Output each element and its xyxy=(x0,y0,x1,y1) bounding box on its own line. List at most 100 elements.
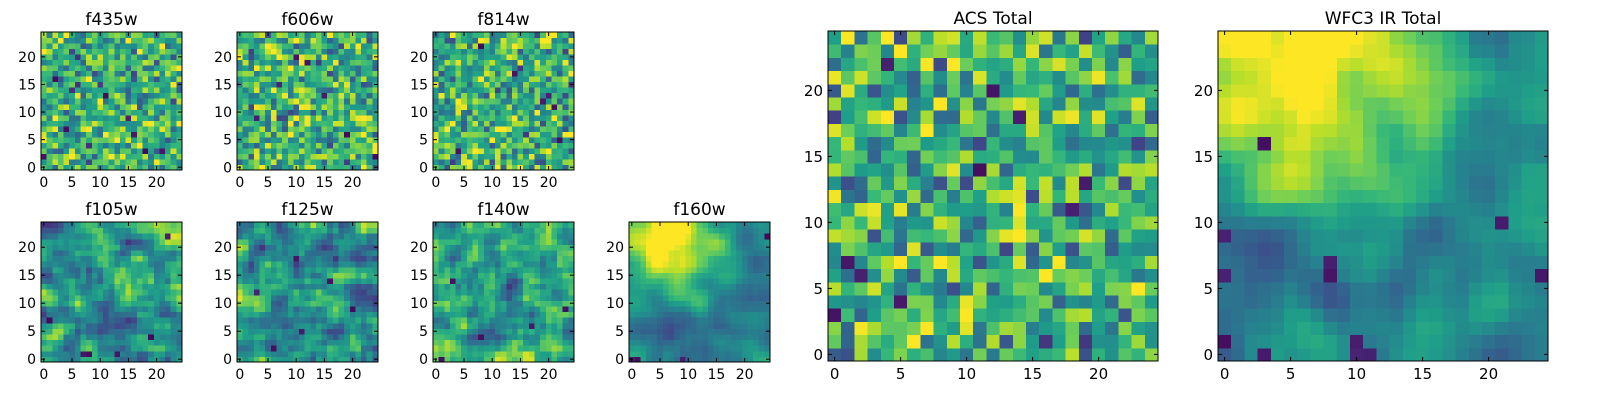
heatmap-cell xyxy=(629,334,636,341)
heatmap-cell xyxy=(753,238,760,245)
heatmap-cell xyxy=(52,278,59,285)
heatmap-cell xyxy=(108,261,115,268)
heatmap-cell xyxy=(131,350,138,357)
heatmap-cell xyxy=(920,281,935,296)
heatmap-cell xyxy=(551,289,558,296)
heatmap-cell xyxy=(1052,308,1067,322)
heatmap-cell xyxy=(355,289,362,296)
heatmap-cell xyxy=(528,244,536,251)
heatmap-cell xyxy=(478,109,485,116)
heatmap-cell xyxy=(511,283,519,290)
heatmap-cell xyxy=(495,339,502,346)
heatmap-cell xyxy=(679,356,686,363)
heatmap-cell xyxy=(293,76,300,83)
heatmap-cell xyxy=(696,356,703,363)
heatmap-cell xyxy=(933,202,948,217)
heatmap-cell xyxy=(444,109,451,116)
heatmap-cell xyxy=(80,294,87,301)
heatmap-cell xyxy=(276,153,283,160)
x-tick-label: 20 xyxy=(736,367,754,383)
heatmap-cell xyxy=(562,317,569,324)
heatmap-cell xyxy=(534,289,541,296)
heatmap-cell xyxy=(679,317,686,324)
heatmap-cell xyxy=(125,345,132,352)
heatmap-cell xyxy=(253,81,261,88)
heatmap-cell xyxy=(764,339,771,346)
heatmap-cell xyxy=(148,233,155,240)
heatmap-cell xyxy=(472,250,479,257)
heatmap-cell xyxy=(1012,347,1027,362)
heatmap-cell xyxy=(736,227,743,234)
heatmap-cell xyxy=(466,70,473,77)
heatmap-cell xyxy=(361,59,368,66)
heatmap-cell xyxy=(511,322,519,329)
heatmap-cell xyxy=(253,345,261,352)
heatmap-cell xyxy=(719,317,726,324)
heatmap-cell xyxy=(293,272,300,279)
heatmap-cell xyxy=(114,65,121,72)
heatmap-cell xyxy=(153,120,160,127)
heatmap-cell xyxy=(741,266,748,273)
heatmap-cell xyxy=(707,278,715,285)
heatmap-cell xyxy=(753,233,760,240)
heatmap-cell xyxy=(444,294,451,301)
x-tick-label: 10 xyxy=(483,367,501,383)
heatmap-cell xyxy=(366,76,373,83)
heatmap-cell xyxy=(299,136,306,143)
heatmap-cell xyxy=(349,136,356,143)
heatmap-cell xyxy=(691,350,698,357)
heatmap-cell xyxy=(999,334,1014,349)
heatmap-cell xyxy=(999,242,1014,256)
heatmap-cell xyxy=(86,131,93,138)
heatmap-cell xyxy=(259,255,266,262)
heatmap-cell xyxy=(557,250,564,257)
heatmap-cell xyxy=(466,356,473,363)
heatmap-cell xyxy=(562,142,569,149)
heatmap-cell xyxy=(237,317,244,324)
heatmap-cell xyxy=(691,356,698,363)
heatmap-cell xyxy=(165,54,172,61)
heatmap-cell xyxy=(534,142,541,149)
heatmap-cell xyxy=(702,255,709,262)
heatmap-cell xyxy=(867,215,882,230)
heatmap-cell xyxy=(489,317,496,324)
heatmap-cell xyxy=(63,289,70,296)
heatmap-cell xyxy=(907,295,921,309)
heatmap-cell xyxy=(449,32,457,39)
heatmap-cell xyxy=(349,76,356,83)
heatmap-cell xyxy=(372,311,379,318)
heatmap-cell xyxy=(489,289,496,296)
heatmap-cell xyxy=(511,266,519,273)
heatmap-cell xyxy=(366,147,373,154)
heatmap-cell xyxy=(253,142,261,149)
heatmap-cell xyxy=(293,300,300,307)
heatmap-cell xyxy=(500,238,507,245)
heatmap-cell xyxy=(131,227,138,234)
heatmap-cell xyxy=(148,37,155,44)
heatmap-cell xyxy=(551,339,558,346)
heatmap-cell xyxy=(674,244,681,251)
heatmap-cell xyxy=(97,266,104,273)
heatmap-cell xyxy=(433,317,440,324)
panel-title: f606w xyxy=(281,10,333,30)
heatmap-cell xyxy=(500,306,507,313)
heatmap-cell xyxy=(276,136,283,143)
heatmap-cell xyxy=(674,278,681,285)
axes-frame xyxy=(628,221,771,363)
heatmap-cell xyxy=(276,339,283,346)
heatmap-cell xyxy=(46,65,53,72)
heatmap-cell xyxy=(657,238,664,245)
heatmap-cell xyxy=(511,125,519,132)
heatmap-cell xyxy=(338,222,345,229)
heatmap-cell xyxy=(327,131,334,138)
heatmap-cell xyxy=(657,322,664,329)
heatmap-cell xyxy=(568,76,575,83)
heatmap-cell xyxy=(63,120,70,127)
heatmap-cell xyxy=(265,328,272,335)
heatmap-cell xyxy=(242,114,249,121)
heatmap-cell xyxy=(69,300,76,307)
heatmap-cell xyxy=(310,164,317,171)
heatmap-cell xyxy=(679,294,686,301)
heatmap-cell xyxy=(125,131,132,138)
heatmap-cell xyxy=(287,306,294,313)
